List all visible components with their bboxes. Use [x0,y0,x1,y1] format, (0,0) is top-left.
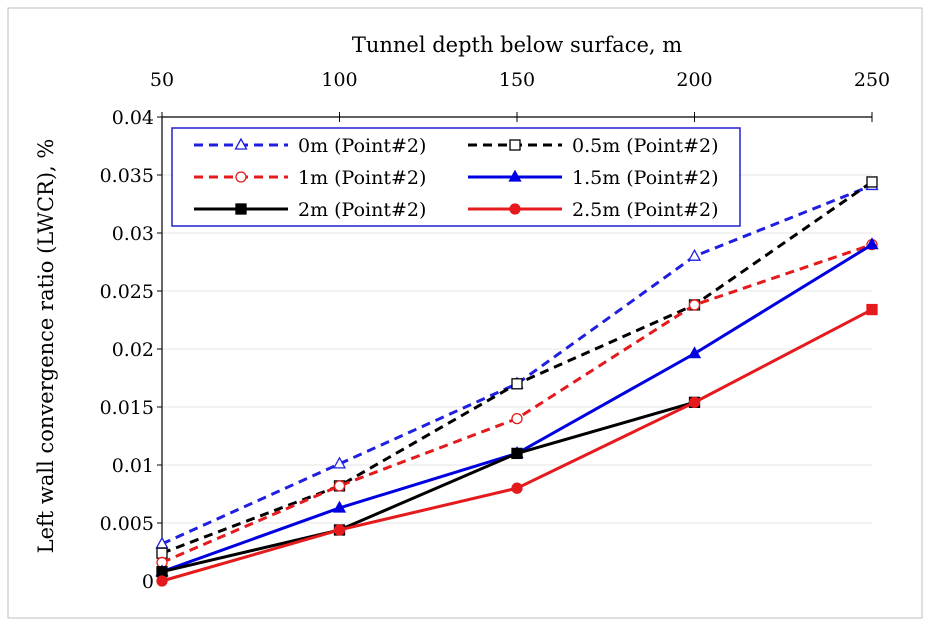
legend: 0m (Point#2) 0.5m (Point#2) 1m (Point#2) 1.… [171,127,741,227]
data-point [866,303,878,316]
data-point [511,412,523,425]
x-tick-label: 100 [321,69,357,91]
x-tick-label: 50 [150,69,174,91]
y-tick-label: 0.005 [100,513,154,535]
legend-label: 2.5m (Point#2) [572,199,719,221]
y-tick-label: 0.03 [112,223,154,245]
gridlines [162,116,872,524]
y-tick-label: 0.04 [112,107,154,129]
y-tick-label: 0.035 [100,165,154,187]
data-point [333,524,346,536]
x-tick-label: 250 [854,69,890,91]
data-point [332,500,347,513]
series-group [155,176,879,587]
data-point [156,566,168,578]
data-point [865,237,879,250]
x-tick-label: 150 [499,69,535,91]
x-axis-title: Tunnel depth below surface, m [352,33,682,57]
data-point [511,447,523,460]
data-point [156,575,168,587]
y-tick-label: 0.025 [100,281,154,303]
legend-item-3: 1.5m (Point#2) [468,167,719,189]
series-line [161,400,695,574]
legend-label: 2m (Point#2) [298,199,426,221]
legend-item-4: 2m (Point#2) [194,199,426,221]
legend-item-5: 2.5m (Point#2) [468,199,719,221]
data-point [333,480,346,492]
data-point [687,346,702,359]
data-point [688,299,701,311]
data-point [511,378,523,390]
legend-marker [235,171,247,183]
x-tick-label: 200 [676,69,712,91]
y-tick-label: 0 [142,571,154,593]
y-tick-label: 0.015 [100,397,154,419]
axes: 0 0.005 0.01 0.015 0.02 0.025 0.03 0.035 0.04 50 1… [100,69,891,593]
legend-marker [234,137,248,150]
legend-box [171,127,741,227]
y-tick-label: 0.01 [112,455,154,477]
data-point [866,176,878,188]
legend-item-1: 0.5m (Point#2) [468,135,719,157]
chart-frame [7,7,923,619]
data-point [511,482,523,494]
legend-marker [509,139,521,151]
y-axis-title: Left wall convergence ratio (LWCR), % [34,139,58,554]
data-point [332,456,347,469]
legend-label: 0.5m (Point#2) [572,135,719,157]
legend-item-2: 1m (Point#2) [194,167,426,189]
legend-marker [235,203,247,215]
legend-label: 1.5m (Point#2) [572,167,719,189]
series-5 [156,303,878,587]
legend-label: 0m (Point#2) [298,135,426,157]
data-point [687,248,702,261]
legend-marker [508,169,522,182]
data-point [156,547,168,559]
legend-marker [509,203,521,215]
y-tick-label: 0.02 [112,339,154,361]
data-point [688,396,701,409]
legend-label: 1m (Point#2) [298,167,426,189]
legend-item-0: 0m (Point#2) [194,135,426,157]
